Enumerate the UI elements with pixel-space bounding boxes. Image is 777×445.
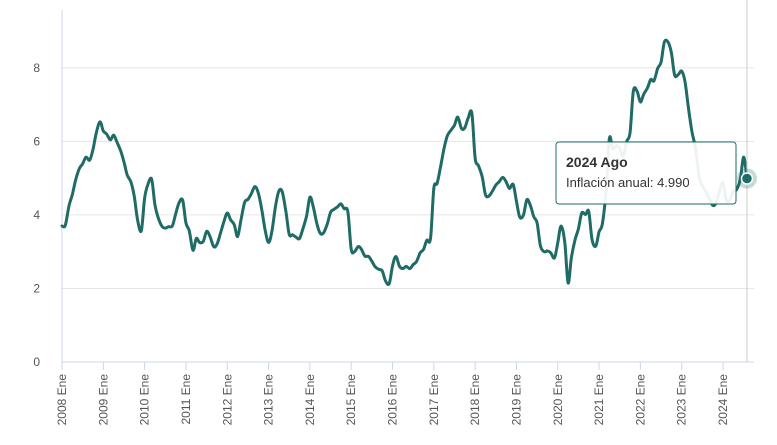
- x-tick-label: 2014 Ene: [303, 374, 317, 426]
- x-tick-label: 2012 Ene: [220, 374, 234, 426]
- tooltip-box: [556, 142, 736, 204]
- tooltip-body: Inflación anual: 4.990: [566, 175, 690, 190]
- x-tick-label: 2022 Ene: [633, 374, 647, 426]
- x-axis: 2008 Ene 2009 Ene 2010 Ene 2011 Ene 2012 Ene…: [55, 362, 754, 425]
- hover-marker[interactable]: [737, 168, 757, 188]
- y-tick-label: 2: [33, 281, 40, 295]
- y-tick-label: 4: [33, 208, 40, 222]
- y-tick-label: 6: [33, 134, 40, 148]
- x-tick-label: 2010 Ene: [138, 374, 152, 426]
- x-tick-label: 2013 Ene: [262, 374, 276, 426]
- tooltip: 2024 Ago Inflación anual: 4.990: [556, 142, 736, 204]
- tooltip-series-label: Inflación anual:: [566, 175, 657, 190]
- x-tick-label: 2011 Ene: [179, 374, 193, 425]
- x-tick-label: 2016 Ene: [386, 374, 400, 426]
- y-tick-label: 0: [33, 355, 40, 369]
- inflation-line-chart: 02468 2008 Ene 2009 Ene 2010 Ene 2011 Ene 20…: [0, 0, 777, 445]
- x-tick-label: 2021 Ene: [592, 374, 606, 426]
- x-tick-label: 2015 Ene: [344, 374, 358, 426]
- x-tick-label: 2020 Ene: [551, 374, 565, 426]
- x-tick-label: 2018 Ene: [468, 374, 482, 426]
- tooltip-title: 2024 Ago: [566, 154, 628, 170]
- x-tick-label: 2017 Ene: [427, 374, 441, 426]
- x-tick-label: 2009 Ene: [96, 374, 110, 426]
- y-tick-label: 8: [33, 61, 40, 75]
- tooltip-value: 4.990: [657, 175, 690, 190]
- x-tick-label: 2024 Ene: [716, 374, 730, 426]
- x-tick-label: 2023 Ene: [675, 374, 689, 426]
- hover-point[interactable]: [741, 173, 752, 184]
- y-axis: 0 2 4 6 8: [33, 10, 62, 369]
- x-tick-label: 2019 Ene: [509, 374, 523, 426]
- x-tick-label: 2008 Ene: [55, 374, 69, 426]
